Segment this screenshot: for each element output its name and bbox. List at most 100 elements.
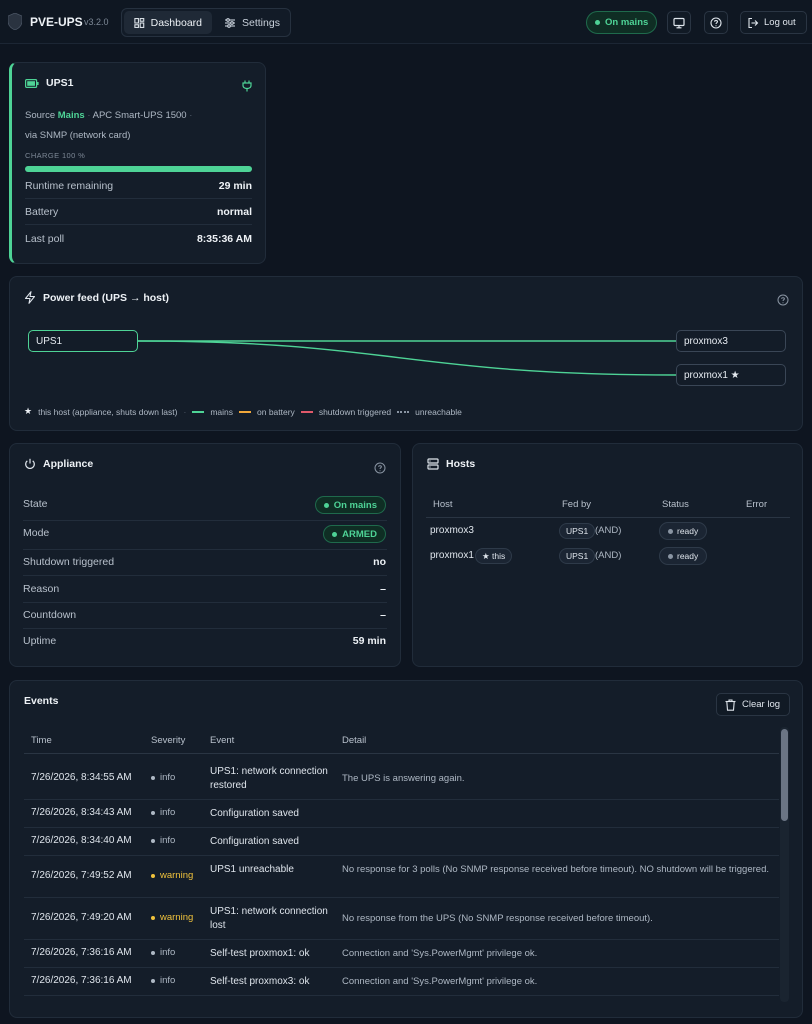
legend-this-host: this host (appliance, shuts down last) — [38, 406, 178, 417]
status-dot-icon — [595, 20, 600, 25]
divider — [23, 628, 387, 629]
event-title: UPS1 unreachable — [210, 864, 294, 875]
clear-log-button[interactable]: Clear log — [716, 693, 790, 716]
event-detail: Connection and 'Sys.PowerMgmt' privilege… — [342, 976, 538, 987]
status-dot-icon — [668, 528, 673, 534]
ups-card: UPS1 Source Mains · APC Smart-UPS 1500 ·… — [9, 62, 266, 264]
divider — [24, 827, 779, 828]
star-icon: ★ — [24, 406, 33, 416]
event-time: 7/26/2026, 7:49:52 AM — [31, 870, 132, 881]
power-feed-title-text: Power feed (UPS → host) — [43, 291, 170, 304]
legend-unreachable: unreachable — [415, 406, 462, 417]
state-label: State — [23, 498, 48, 510]
fed-by-value: UPS1 — [566, 526, 589, 536]
appliance-title-text: Appliance — [43, 458, 94, 470]
reason-value: – — [380, 583, 386, 595]
ups-connection: via SNMP (network card) — [25, 130, 131, 141]
source-label: Source — [25, 110, 56, 121]
mains-status-badge: On mains — [586, 11, 658, 34]
battery-icon — [25, 78, 39, 88]
col-severity: Severity — [151, 735, 186, 746]
tab-settings[interactable]: Settings — [214, 11, 290, 34]
feed-node-ups1[interactable]: UPS1 — [28, 330, 138, 352]
charge-bar — [25, 166, 252, 172]
col-time: Time — [31, 735, 52, 746]
shield-logo-icon — [8, 13, 22, 30]
scrollbar-thumb[interactable] — [781, 729, 788, 821]
feed-line-proxmox1 — [137, 340, 677, 376]
event-severity-text: info — [160, 975, 176, 986]
severity-dot-icon — [151, 950, 155, 955]
hosts-card: Hosts Host Fed by Status Error proxmox3 … — [412, 443, 803, 667]
tab-settings-label: Settings — [242, 16, 280, 29]
event-time: 7/26/2026, 8:34:40 AM — [31, 835, 132, 846]
feed-lines — [137, 340, 677, 376]
divider — [24, 939, 779, 940]
divider — [24, 995, 779, 996]
severity-dot-icon — [151, 838, 155, 843]
fed-mode: (AND) — [595, 550, 622, 561]
event-title: UPS1: network connection lost — [210, 906, 328, 931]
hosts-title: Hosts — [427, 458, 475, 470]
event-time: 7/26/2026, 7:36:16 AM — [31, 975, 132, 986]
feed-node-proxmox1[interactable]: proxmox1 ★ — [676, 364, 786, 386]
divider — [25, 198, 252, 199]
mains-status-text: On mains — [605, 17, 649, 28]
divider — [24, 967, 779, 968]
event-detail: The UPS is answering again. — [342, 773, 465, 784]
col-host: Host — [433, 499, 453, 510]
severity-dot-icon — [151, 775, 155, 780]
divider — [23, 520, 387, 521]
help-icon[interactable] — [777, 294, 789, 306]
host-status-badge: ready — [659, 547, 708, 565]
divider — [23, 602, 387, 603]
feed-legend: ★ this host (appliance, shuts down last)… — [24, 406, 462, 417]
event-title: Configuration saved — [210, 836, 299, 847]
monitor-button[interactable] — [667, 11, 691, 34]
col-status: Status — [662, 499, 689, 510]
col-fed-by: Fed by — [562, 499, 592, 510]
last-poll-value: 8:35:36 AM — [196, 233, 252, 245]
fed-by-badge: UPS1 — [559, 548, 596, 564]
events-scrollbar[interactable] — [780, 727, 789, 1002]
divider — [24, 855, 779, 856]
event-time: 7/26/2026, 8:34:43 AM — [31, 807, 132, 818]
trash-icon — [725, 698, 736, 711]
this-host-badge: ★ this — [475, 548, 513, 564]
hosts-title-text: Hosts — [446, 458, 476, 470]
tab-dashboard[interactable]: Dashboard — [124, 11, 212, 34]
legend-battery: on battery — [257, 406, 295, 417]
help-button[interactable] — [704, 11, 728, 34]
app-version: v3.2.0 — [84, 17, 109, 27]
legend-mains: mains — [210, 406, 233, 417]
last-poll-label: Last poll — [25, 233, 65, 245]
this-host-label: ★ this — [482, 550, 506, 561]
uptime-label: Uptime — [23, 635, 57, 647]
top-bar: PVE-UPS v3.2.0 Dashboard Settings On mai… — [0, 0, 812, 44]
battery-label: Battery — [25, 206, 59, 218]
status-dot-icon — [332, 531, 338, 537]
col-detail: Detail — [342, 735, 367, 746]
sliders-icon — [225, 17, 235, 28]
logout-icon — [748, 17, 759, 28]
event-severity: info — [151, 975, 175, 986]
event-severity-text: info — [160, 772, 176, 783]
legend-shutdown-swatch — [300, 410, 313, 413]
events-title: Events — [24, 695, 59, 707]
host-status: ready — [677, 551, 699, 561]
shutdown-value: no — [373, 556, 386, 568]
mode-value: ARMED — [342, 528, 377, 540]
col-error: Error — [746, 499, 768, 510]
charge-bar-fill — [25, 166, 252, 172]
runtime-value: 29 min — [218, 180, 252, 192]
feed-node-proxmox3[interactable]: proxmox3 — [676, 330, 786, 352]
help-icon[interactable] — [374, 462, 386, 474]
appliance-card: Appliance State On mains Mode ARMED Shut… — [9, 443, 401, 667]
ups-name: UPS1 — [46, 77, 74, 89]
event-severity-text: info — [160, 835, 176, 846]
col-event: Event — [210, 735, 235, 746]
logout-button[interactable]: Log out — [740, 11, 807, 34]
event-severity-text: info — [160, 807, 176, 818]
severity-dot-icon — [151, 873, 155, 878]
legend-shutdown: shutdown triggered — [318, 406, 392, 417]
